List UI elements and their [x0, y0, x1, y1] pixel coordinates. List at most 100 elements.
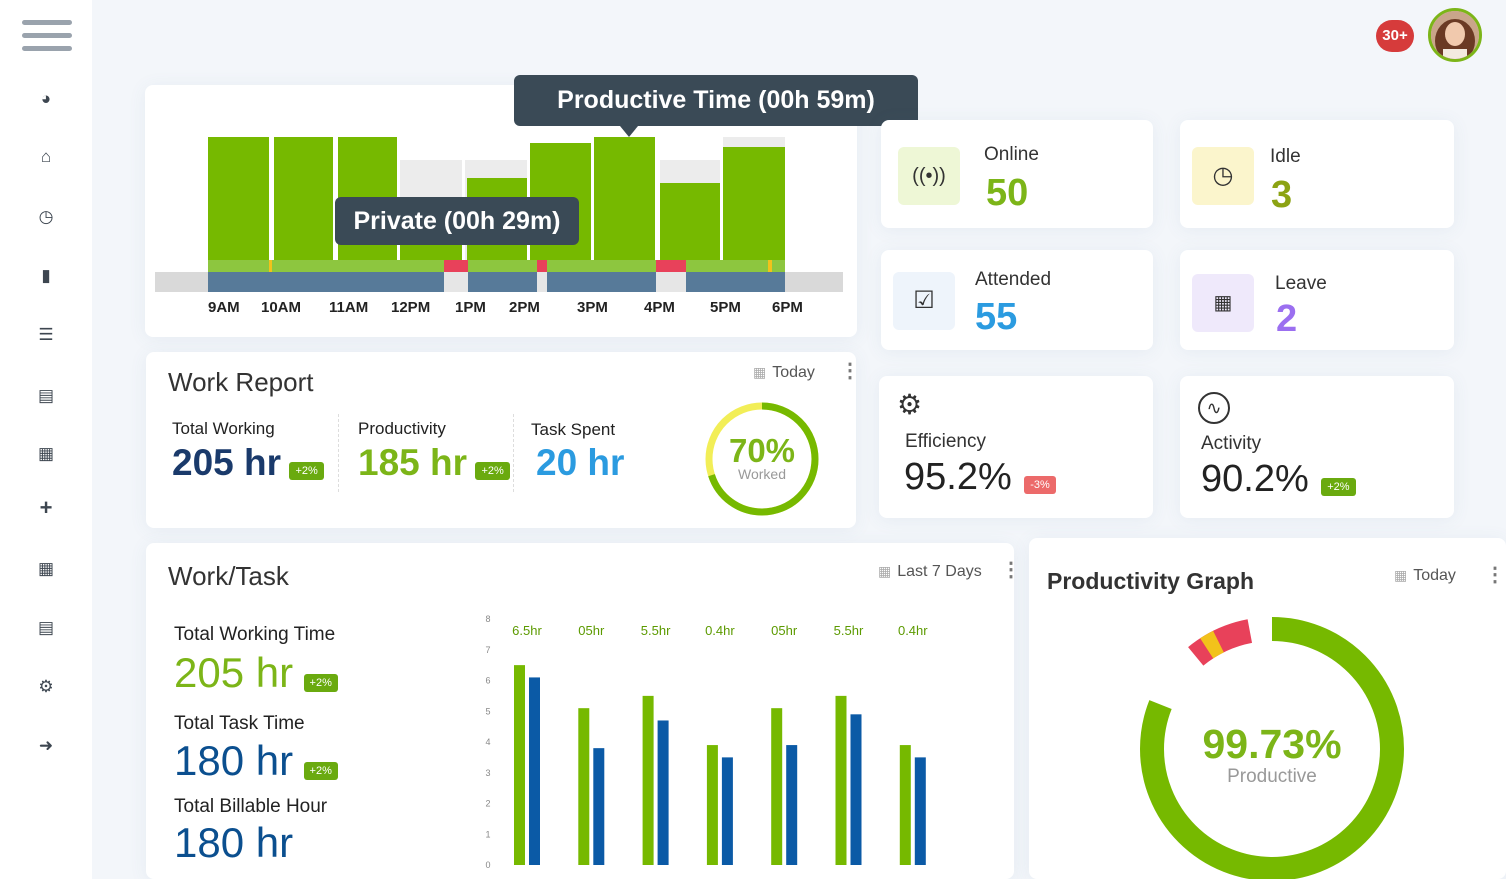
- work-report-filter-label: Today: [772, 364, 815, 381]
- worked-percent: 70%: [728, 432, 796, 469]
- total-task-time-row: 180 hr +2%: [174, 737, 338, 785]
- tooltip-arrow: [620, 126, 638, 137]
- plus-icon[interactable]: +: [39, 495, 53, 520]
- task-time-bar: [850, 714, 862, 865]
- productivity-row: 185 hr +2%: [358, 442, 510, 484]
- productivity-label: Productivity: [358, 419, 446, 438]
- task-time-bar: [914, 757, 926, 865]
- total-working-time-row: 205 hr +2%: [174, 649, 338, 697]
- attended-value: 55: [975, 296, 1018, 338]
- work-task-title: Work/Task: [168, 561, 289, 591]
- notification-badge[interactable]: 30+: [1376, 20, 1414, 52]
- donut-slice: [1140, 617, 1404, 879]
- productivity-graph-card: Productivity Graph ▦ Today ⋮ 99.73% Produ…: [1029, 538, 1506, 879]
- task-time-bar: [786, 745, 798, 865]
- bar-top-label: 05hr: [771, 623, 798, 638]
- timeline-hour-label: 9AM: [208, 299, 240, 316]
- work-task-filter-label: Last 7 Days: [897, 563, 982, 580]
- logout-icon[interactable]: ➜: [38, 736, 54, 755]
- more-options-icon[interactable]: ⋮: [1485, 564, 1505, 586]
- bar-top-label: 0.4hr: [898, 623, 928, 638]
- grid-icon[interactable]: ▦: [37, 444, 55, 463]
- calendar-icon[interactable]: ▦: [37, 559, 55, 578]
- settings-icon[interactable]: ⚙: [38, 677, 54, 696]
- productivity-graph-filter-label: Today: [1413, 567, 1456, 584]
- idle-label: Idle: [1270, 146, 1301, 167]
- y-tick-label: 3: [485, 768, 490, 778]
- timeline-idle-marker: [768, 260, 772, 272]
- y-tick-label: 8: [485, 614, 490, 624]
- more-options-icon[interactable]: ⋮: [1001, 559, 1021, 581]
- y-tick-label: 6: [485, 676, 490, 686]
- bar-top-label: 6.5hr: [512, 623, 542, 638]
- bar-top-label: 5.5hr: [834, 623, 864, 638]
- working-time-bar: [642, 695, 654, 865]
- working-time-bar: [578, 708, 590, 865]
- file-icon[interactable]: ▤: [37, 618, 55, 637]
- broadcast-icon: ((•)): [898, 147, 960, 205]
- y-tick-label: 4: [485, 737, 490, 747]
- document-list-icon[interactable]: ▤: [37, 386, 55, 405]
- private-tooltip: Private (00h 29m): [335, 197, 579, 245]
- activity-value: 90.2%: [1201, 458, 1309, 500]
- productivity-graph-filter[interactable]: ▦ Today: [1394, 567, 1456, 585]
- timeline-hour-label: 12PM: [391, 299, 431, 316]
- work-task-filter[interactable]: ▦ Last 7 Days: [878, 563, 982, 581]
- timeline-hour-label: 11AM: [329, 299, 369, 316]
- work-task-card: Work/Task ▦ Last 7 Days ⋮ Total Working T…: [146, 543, 1021, 879]
- productivity-graph-title: Productivity Graph: [1047, 568, 1255, 594]
- bar-top-label: 5.5hr: [641, 623, 671, 638]
- leave-card: ▦ Leave 2: [1180, 250, 1454, 350]
- work-report-title: Work Report: [168, 367, 314, 397]
- timeline-idle-marker: [269, 260, 272, 272]
- productive-tooltip: Productive Time (00h 59m): [514, 75, 918, 137]
- book-icon[interactable]: ▮: [41, 266, 51, 285]
- task-time-bar: [721, 757, 733, 865]
- work-report-filter[interactable]: ▦ Today: [753, 364, 815, 382]
- efficiency-change-badge: -3%: [1024, 475, 1056, 494]
- menu-icon[interactable]: [22, 20, 72, 54]
- timeline-track-productive: [208, 260, 785, 272]
- dashboard-icon[interactable]: ◕: [40, 89, 52, 108]
- clock-icon: ◷: [1192, 147, 1254, 205]
- timeline-hour-label: 5PM: [710, 299, 741, 316]
- more-options-icon[interactable]: ⋮: [840, 360, 860, 382]
- timeline-productive-bar: [660, 183, 720, 260]
- worked-progress-ring: [705, 402, 819, 516]
- timeline-private-marker: [656, 260, 686, 272]
- timeline-hour-label: 10AM: [261, 299, 302, 316]
- timeline-private-marker: [537, 260, 547, 272]
- activity-change-badge: +2%: [1321, 477, 1356, 496]
- leave-value: 2: [1276, 298, 1298, 340]
- working-time-bar: [514, 665, 525, 865]
- activity-label: Activity: [1201, 433, 1262, 454]
- timeline-hour-label: 6PM: [772, 299, 803, 316]
- work-report-card: Work Report ▦ Today ⋮ Total Working 205 h…: [146, 352, 860, 528]
- calendar-icon: ▦: [878, 563, 892, 579]
- y-tick-label: 2: [485, 799, 490, 809]
- home-icon[interactable]: ⌂: [40, 147, 52, 166]
- total-working-value: 205 hr: [172, 442, 282, 483]
- productivity-donut: [1140, 617, 1404, 879]
- calendar-icon: ▦: [1394, 567, 1408, 583]
- calendar-check-icon: ☑: [893, 272, 955, 330]
- calendar-icon: ▦: [1192, 274, 1254, 332]
- avatar[interactable]: [1428, 8, 1482, 62]
- list-icon[interactable]: ☰: [38, 325, 54, 344]
- clock-icon[interactable]: ◷: [38, 207, 54, 226]
- total-working-time-value: 205 hr: [174, 649, 294, 696]
- working-time-bar: [899, 745, 911, 865]
- productivity-percent: 99.73%: [1202, 721, 1342, 767]
- activity-timeline: 9AM 10AM 11AM 12PM 1PM 2PM 3PM 4PM 5PM 6…: [145, 85, 857, 337]
- y-tick-label: 1: [485, 829, 490, 839]
- timeline-productive-bar: [208, 137, 269, 260]
- task-time-bar: [657, 720, 669, 865]
- online-label: Online: [984, 144, 1039, 165]
- online-value: 50: [986, 172, 1029, 214]
- calendar-icon: ▦: [753, 364, 767, 380]
- total-working-change-badge: +2%: [289, 461, 324, 480]
- efficiency-card: ⚙ Efficiency 95.2% -3%: [879, 376, 1153, 518]
- total-billable-hour-label: Total Billable Hour: [174, 796, 328, 817]
- activity-card: ∿ Activity 90.2% +2%: [1180, 376, 1454, 518]
- total-task-time-value: 180 hr: [174, 737, 294, 784]
